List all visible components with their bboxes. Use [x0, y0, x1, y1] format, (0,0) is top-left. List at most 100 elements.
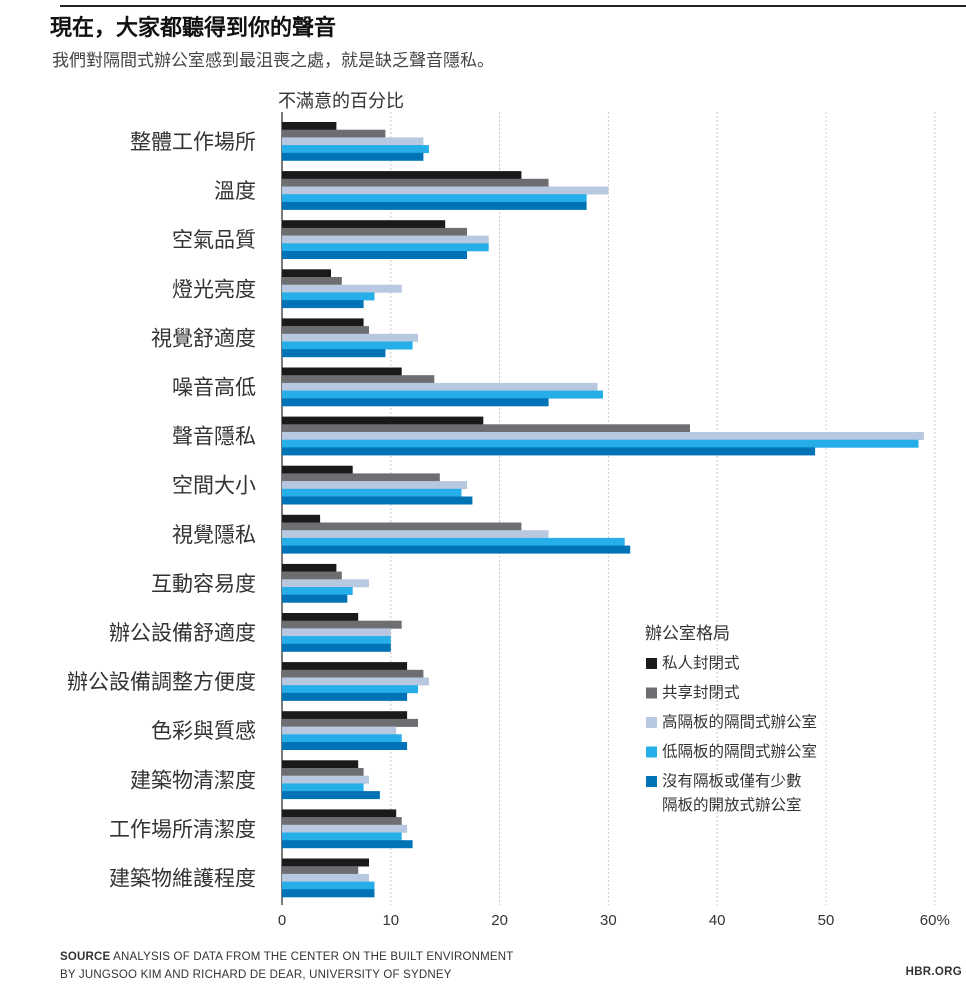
legend-swatch — [646, 687, 657, 699]
x-axis-label: 不滿意的百分比 — [278, 91, 404, 112]
bar — [282, 349, 386, 358]
bar — [282, 382, 598, 391]
bar — [282, 318, 364, 327]
bar — [282, 783, 364, 792]
bar — [282, 416, 484, 425]
bar — [282, 809, 397, 818]
bar — [282, 726, 397, 735]
bar — [282, 636, 391, 645]
bar — [282, 447, 816, 456]
x-tick-label: 0 — [278, 912, 286, 929]
bar — [282, 251, 467, 259]
source-line-1: ANALYSIS OF DATA FROM THE CENTER ON THE … — [113, 951, 514, 963]
bar — [282, 692, 408, 701]
legend-title: 辦公室格局 — [645, 624, 730, 644]
bar — [282, 171, 522, 180]
bar — [282, 643, 391, 652]
bar — [282, 677, 429, 686]
legend-label: 隔板的開放式辦公室 — [662, 796, 802, 814]
bar — [282, 873, 369, 882]
legend-label: 低隔板的隔間式辦公室 — [662, 743, 817, 761]
bar — [282, 824, 408, 833]
bar — [282, 628, 391, 637]
bar — [282, 881, 375, 890]
x-tick-label: 20 — [491, 912, 508, 929]
bar — [282, 326, 369, 335]
bar — [282, 866, 359, 875]
bar — [282, 571, 342, 580]
bar — [282, 194, 587, 203]
x-tick-label: 60% — [920, 912, 950, 929]
bar — [282, 579, 369, 588]
bar — [282, 227, 467, 236]
bar — [282, 514, 321, 523]
x-tick-label: 50 — [818, 912, 835, 929]
bar — [282, 235, 489, 244]
legend-swatch — [646, 776, 657, 787]
category-label: 視覺隱私 — [172, 523, 256, 547]
category-label: 噪音高低 — [172, 376, 256, 400]
bar — [282, 201, 587, 210]
bar — [282, 662, 408, 671]
legend-label: 高隔板的隔間式辦公室 — [662, 713, 817, 731]
bar — [282, 145, 429, 154]
category-label: 空氣品質 — [172, 228, 256, 252]
bar — [282, 537, 625, 546]
bar — [282, 840, 413, 849]
category-label: 溫度 — [214, 179, 256, 203]
bar — [282, 284, 402, 293]
bar — [282, 685, 418, 694]
legend-swatch — [646, 658, 657, 669]
x-tick-label: 10 — [382, 912, 399, 929]
bar — [282, 300, 364, 309]
bar — [282, 760, 359, 769]
bar — [282, 530, 549, 539]
brand-label: HBR.ORG — [905, 966, 962, 978]
chart-title: 現在，大家都聽得到你的聲音 — [50, 16, 337, 41]
legend-swatch — [646, 717, 657, 728]
bar — [282, 496, 473, 505]
category-label: 工作場所清潔度 — [109, 817, 256, 841]
bar — [282, 613, 359, 621]
category-label: 整體工作場所 — [130, 130, 256, 154]
bar — [282, 718, 418, 727]
bar — [282, 488, 462, 497]
bar — [282, 269, 331, 278]
bar — [282, 481, 467, 490]
bar — [282, 889, 375, 898]
category-label: 建築物清潔度 — [130, 768, 256, 792]
bar — [282, 333, 418, 342]
bar — [282, 390, 603, 399]
bar — [282, 398, 549, 407]
legend-label: 沒有隔板或僅有少數 — [662, 772, 802, 790]
category-label: 空間大小 — [172, 474, 256, 498]
bar — [282, 292, 375, 301]
category-label: 色彩與質感 — [151, 719, 256, 743]
legend-label: 私人封閉式 — [662, 654, 740, 672]
bar — [282, 563, 337, 572]
bar — [282, 186, 609, 195]
bar — [282, 465, 353, 474]
category-label: 建築物維護程度 — [109, 867, 256, 891]
bar — [282, 243, 489, 252]
bar — [282, 152, 424, 161]
bar — [282, 669, 424, 678]
x-tick-label: 40 — [709, 912, 726, 929]
bar — [282, 775, 369, 784]
x-axis-ticks: 0 10 20 30 40 50 60% — [278, 912, 950, 929]
bar — [282, 768, 364, 776]
x-tick-label: 30 — [600, 912, 617, 929]
bar — [282, 587, 353, 595]
bar — [282, 832, 402, 841]
source-label: SOURCE — [60, 951, 111, 963]
bars — [282, 122, 924, 898]
bar — [282, 122, 337, 130]
bar — [282, 178, 549, 187]
bar — [282, 129, 386, 138]
bar — [282, 817, 402, 826]
bar — [282, 594, 348, 603]
legend-label: 共享封閉式 — [662, 684, 740, 702]
category-label: 辦公設備調整方便度 — [67, 670, 256, 694]
bar — [282, 439, 919, 448]
